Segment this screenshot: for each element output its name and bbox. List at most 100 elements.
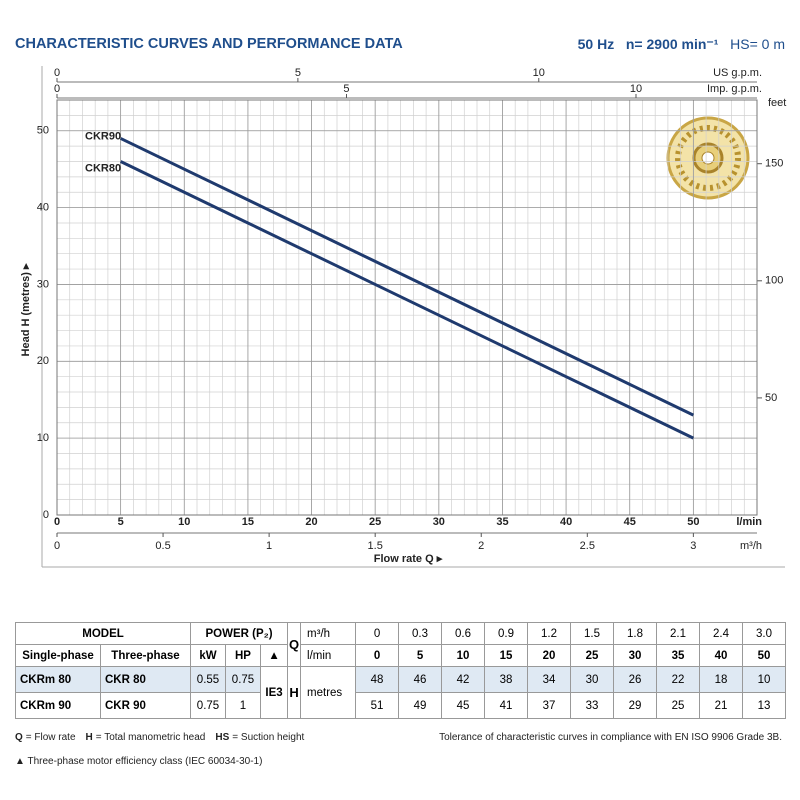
frequency: 50 Hz	[577, 36, 615, 52]
table-cell: metres	[300, 666, 357, 719]
secondary-tick-label: 0	[54, 540, 60, 552]
secondary-tick-label: 0	[54, 83, 60, 95]
y2-tick-label: 100	[765, 275, 783, 287]
plot-frame	[56, 99, 758, 516]
secondary-axis-label: Imp. g.p.m.	[707, 83, 762, 95]
secondary-axis-label: US g.p.m.	[713, 67, 762, 79]
symbol: Q	[15, 732, 23, 743]
header-cell: Single-phase	[15, 644, 101, 667]
series-label: CKR80	[85, 162, 121, 174]
y2-tick-label: 150	[765, 158, 783, 170]
header-cell: kW	[190, 644, 226, 667]
table-cell: 51	[355, 692, 400, 719]
table-cell: 0.75	[225, 666, 261, 693]
header-cell: Three-phase	[100, 644, 191, 667]
table-cell: 40	[699, 644, 744, 667]
x-tick-label: 25	[369, 516, 381, 528]
secondary-tick-label: 10	[630, 83, 642, 95]
table-cell: 2.1	[656, 622, 701, 645]
y-tick-label: 20	[37, 355, 49, 367]
secondary-axis-label: m³/h	[740, 540, 762, 552]
table-cell: 0.75	[190, 692, 226, 719]
secondary-tick-label: 5	[295, 67, 301, 79]
table-cell: 29	[613, 692, 658, 719]
table-row: Single-phase Three-phase kW HP ▲ l/min 0 5 10 15 2…	[15, 644, 787, 667]
header: CHARACTERISTIC CURVES AND PERFORMANCE DA…	[15, 36, 785, 56]
x-tick-label: 30	[433, 516, 445, 528]
efficiency-note: ▲ Three-phase motor efficiency class (IE…	[15, 756, 263, 767]
table-cell: 20	[527, 644, 572, 667]
table-cell: 0.3	[398, 622, 443, 645]
table-cell: 10	[441, 644, 486, 667]
y-tick-label: 10	[37, 432, 49, 444]
x-tick-label: 5	[118, 516, 124, 528]
series-label: CKR90	[85, 130, 121, 142]
x-tick-label: 0	[54, 516, 60, 528]
table-cell: 41	[484, 692, 529, 719]
table-cell: 13	[742, 692, 787, 719]
unit-cell: l/min	[300, 644, 357, 667]
unit-cell: m³/h	[300, 622, 357, 645]
series-line	[119, 137, 695, 417]
symbol-legend: Q = Flow rate H = Total manometric head HS = …	[15, 732, 314, 743]
secondary-tick-label: 5	[343, 83, 349, 95]
table-row: CKRm 90 CKR 90 0.75 1 51 49 45 41 37 33 29 25 21 13	[15, 692, 787, 719]
y-tick-label: 0	[43, 509, 49, 521]
table-cell: 30	[613, 644, 658, 667]
table-cell: CKRm 80	[15, 666, 101, 693]
table-cell: 1.8	[613, 622, 658, 645]
secondary-tick-label: 1	[266, 540, 272, 552]
y-tick-label: 50	[37, 125, 49, 137]
table-cell: CKR 80	[100, 666, 191, 693]
conditions: 50 Hz n= 2900 min⁻¹ HS= 0 m	[578, 36, 785, 53]
table-cell: 1.5	[570, 622, 615, 645]
table-cell: 2.4	[699, 622, 744, 645]
table-cell: 25	[570, 644, 615, 667]
y2-tick-label: 50	[765, 392, 777, 404]
chart: 0 5 10 15 20 25 30 35 40 45 500102030405050100150f…	[20, 66, 786, 568]
table-cell: 49	[398, 692, 443, 719]
table-cell: 48	[355, 666, 400, 693]
x-tick-label: 45	[624, 516, 636, 528]
table-cell: 5	[398, 644, 443, 667]
table-cell: 25	[656, 692, 701, 719]
series-line	[119, 160, 695, 440]
secondary-tick-label: 0	[54, 67, 60, 79]
table-cell: 0	[355, 622, 400, 645]
secondary-tick-label: 2.5	[580, 540, 595, 552]
tolerance-note: Tolerance of characteristic curves in co…	[439, 732, 782, 743]
symbol-meaning: = Flow rate	[25, 732, 76, 743]
header-cell: ▲	[259, 644, 289, 667]
header-cell: POWER (P₂)	[189, 622, 289, 645]
speed: n= 2900 min⁻¹	[625, 36, 719, 52]
table-cell: CKRm 90	[15, 692, 101, 719]
symbol: HS	[215, 732, 230, 743]
y-tick-label: 40	[37, 201, 49, 213]
x-axis-title: Flow rate Q ▸	[374, 553, 443, 565]
table-cell: 15	[484, 644, 529, 667]
table-cell: 0	[355, 644, 400, 667]
x-tick-label: 35	[496, 516, 508, 528]
table-cell: 26	[613, 666, 658, 693]
table-cell: 46	[398, 666, 443, 693]
table-cell: IE3	[259, 666, 289, 719]
secondary-tick-label: 2	[478, 540, 484, 552]
table-cell: 33	[570, 692, 615, 719]
table-cell: 37	[527, 692, 572, 719]
table-cell: 38	[484, 666, 529, 693]
x-tick-label: 15	[242, 516, 254, 528]
impeller-icon	[666, 116, 750, 200]
y2-axis-label: feet	[768, 97, 786, 109]
suction-height: HS= 0 m	[730, 36, 785, 52]
secondary-tick-label: 10	[533, 67, 545, 79]
x-tick-label: 40	[560, 516, 572, 528]
table-cell: 35	[656, 644, 701, 667]
table-cell: 1	[225, 692, 261, 719]
symbol: H	[85, 732, 93, 743]
table-cell: 10	[742, 666, 787, 693]
secondary-tick-label: 1.5	[368, 540, 383, 552]
header-cell: HP	[225, 644, 261, 667]
